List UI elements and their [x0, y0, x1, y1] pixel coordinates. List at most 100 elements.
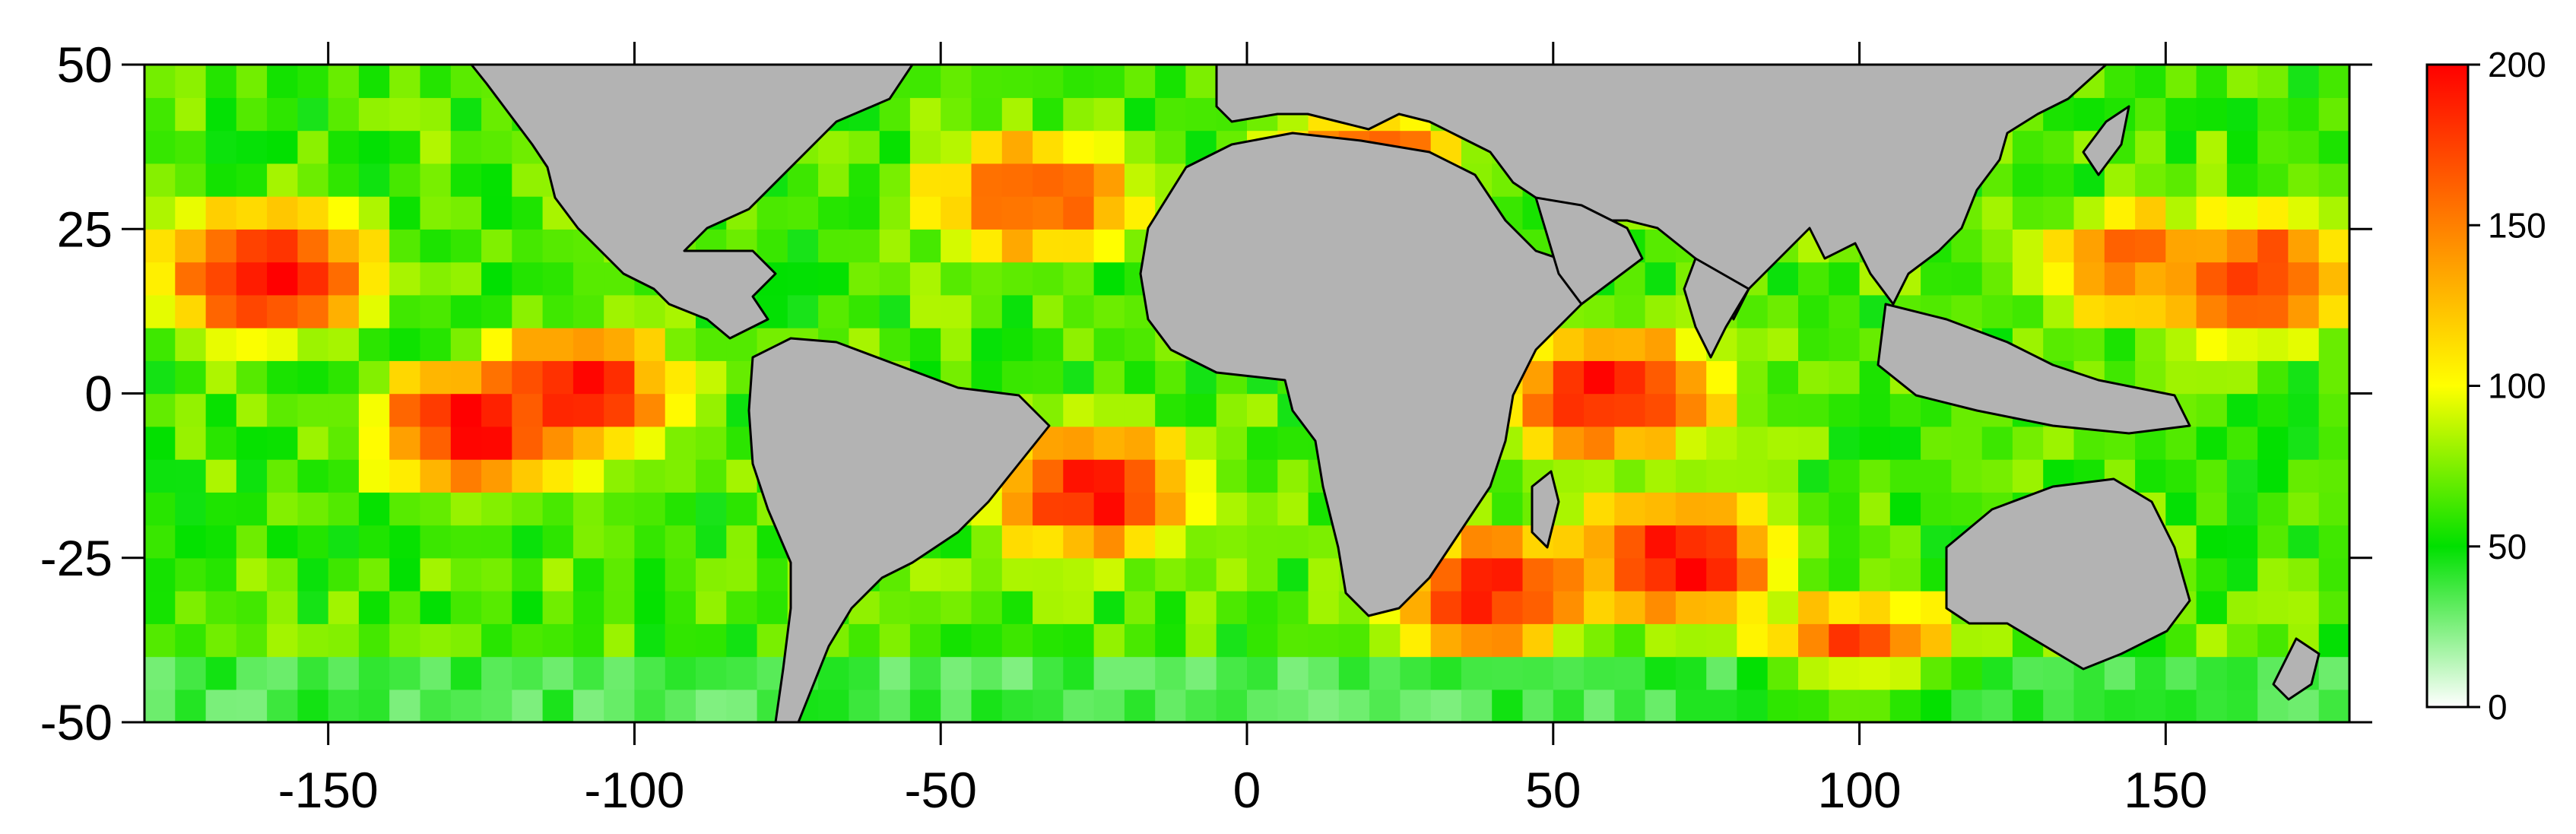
heatmap-cell: [1063, 623, 1095, 658]
heatmap-cell: [328, 623, 360, 658]
heatmap-cell: [175, 97, 207, 132]
heatmap-cell: [1430, 591, 1462, 624]
heatmap-cell: [1063, 97, 1095, 132]
heatmap-cell: [665, 426, 696, 460]
heatmap-cell: [1093, 393, 1125, 427]
heatmap-cell: [144, 130, 176, 164]
heatmap-cell: [205, 196, 237, 230]
heatmap-cell: [1829, 623, 1861, 658]
heatmap-cell: [2043, 426, 2075, 460]
heatmap-cell: [2196, 294, 2228, 328]
heatmap-cell: [297, 262, 329, 296]
heatmap-cell: [358, 262, 390, 296]
heatmap-cell: [1737, 557, 1769, 591]
heatmap-cell: [1308, 557, 1340, 591]
heatmap-cell: [450, 229, 482, 263]
heatmap-cell: [297, 426, 329, 460]
heatmap-cell: [144, 393, 176, 427]
heatmap-cell: [1216, 689, 1248, 722]
heatmap-cell: [2257, 591, 2289, 624]
heatmap-cell: [849, 163, 880, 197]
heatmap-cell: [2012, 656, 2044, 690]
heatmap-cell: [2257, 163, 2289, 197]
heatmap-cell: [1001, 557, 1033, 591]
heatmap-cell: [1001, 294, 1033, 328]
heatmap-cell: [1093, 656, 1125, 690]
heatmap-cell: [542, 623, 574, 658]
heatmap-cell: [1767, 393, 1799, 427]
heatmap-cell: [1584, 426, 1615, 460]
heatmap-cell: [1614, 557, 1646, 591]
heatmap-cell: [1247, 459, 1278, 493]
colorbar-tick-label: 50: [2488, 527, 2527, 566]
heatmap-cell: [1247, 393, 1278, 427]
y-tick-label: 0: [84, 366, 113, 422]
heatmap-cell: [236, 65, 268, 98]
heatmap-cell: [1033, 623, 1064, 658]
heatmap-cell: [358, 557, 390, 591]
heatmap-cell: [696, 525, 727, 559]
heatmap-cell: [205, 229, 237, 263]
heatmap-cell: [2318, 262, 2349, 296]
land-masses: [470, 65, 2321, 722]
heatmap-cell: [358, 97, 390, 132]
heatmap-cell: [2165, 689, 2197, 722]
heatmap-cell: [1093, 196, 1125, 230]
heatmap-cell: [2226, 557, 2258, 591]
heatmap-cell: [481, 196, 512, 230]
x-axis: -150 -100 -50 0 50 100 150: [278, 42, 2207, 818]
land-north-america: [470, 65, 914, 340]
heatmap-cell: [1093, 229, 1125, 263]
heatmap-cell: [971, 557, 1003, 591]
heatmap-cell: [389, 163, 421, 197]
heatmap-cell: [879, 130, 911, 164]
heatmap-cell: [1584, 525, 1615, 559]
heatmap-cell: [2226, 328, 2258, 361]
heatmap-cell: [358, 65, 390, 98]
heatmap-cell: [1063, 360, 1095, 395]
heatmap-cell: [1063, 229, 1095, 263]
heatmap-cell: [1921, 623, 1952, 658]
heatmap-cell: [144, 426, 176, 460]
heatmap-cell: [849, 623, 880, 658]
heatmap-cell: [1921, 656, 1952, 690]
heatmap-cell: [2288, 130, 2320, 164]
heatmap-cell: [573, 262, 604, 296]
heatmap-cell: [1767, 591, 1799, 624]
heatmap-cell: [1185, 591, 1217, 624]
heatmap-cell: [2226, 426, 2258, 460]
heatmap-cell: [1584, 294, 1615, 328]
heatmap-cell: [757, 229, 788, 263]
heatmap-cell: [879, 328, 911, 361]
heatmap-cell: [665, 492, 696, 526]
heatmap-cell: [971, 360, 1003, 395]
heatmap-cell: [1093, 360, 1125, 395]
heatmap-cell: [604, 591, 636, 624]
heatmap-cell: [389, 97, 421, 132]
heatmap-cell: [1767, 328, 1799, 361]
heatmap-cell: [236, 623, 268, 658]
heatmap-cell: [1492, 557, 1524, 591]
heatmap-cell: [512, 525, 544, 559]
heatmap-cell: [297, 294, 329, 328]
heatmap-cell: [1675, 623, 1707, 658]
heatmap-cell: [481, 689, 512, 722]
heatmap-cell: [573, 623, 604, 658]
heatmap-cell: [787, 262, 819, 296]
heatmap-cell: [2318, 163, 2349, 197]
heatmap-cell: [1614, 492, 1646, 526]
heatmap-cell: [420, 459, 452, 493]
heatmap-cell: [1001, 492, 1033, 526]
heatmap-cell: [1553, 459, 1585, 493]
heatmap-cell: [2012, 196, 2044, 230]
heatmap-cell: [1430, 689, 1462, 722]
heatmap-cell: [1706, 426, 1738, 460]
heatmap-cell: [450, 328, 482, 361]
heatmap-cell: [1124, 65, 1156, 98]
heatmap-cell: [2257, 459, 2289, 493]
heatmap-cell: [1033, 97, 1064, 132]
heatmap-cell: [1063, 262, 1095, 296]
heatmap-cell: [358, 591, 390, 624]
heatmap-cell: [2073, 689, 2105, 722]
heatmap-cell: [1798, 393, 1829, 427]
